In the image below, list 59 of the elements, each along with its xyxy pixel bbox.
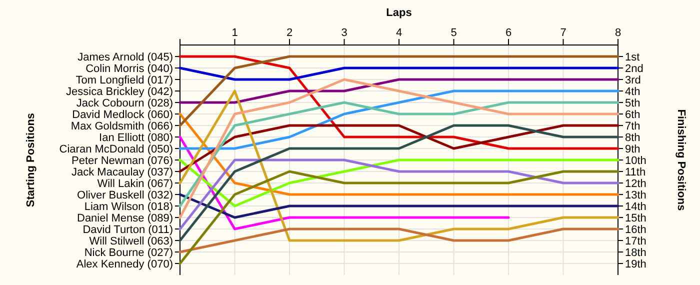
text: Oliver Buskell (032) xyxy=(77,189,173,202)
text: Will Lakin (067) xyxy=(97,178,173,190)
x-tick-label: 6 xyxy=(505,27,512,39)
text: Ian Elliott (080) xyxy=(99,132,173,144)
y-tick-label: 10th xyxy=(625,154,646,167)
line-series xyxy=(178,158,620,230)
y-tick-label: 7th xyxy=(625,120,640,132)
x-tick-label: 5 xyxy=(450,27,457,39)
x-tick-label: 8 xyxy=(614,27,622,39)
text: Colin Morris (040) xyxy=(86,62,173,75)
y-tick-label: 1st xyxy=(625,51,640,64)
text: Max Goldsmith (066) xyxy=(70,120,173,132)
text: Nick Bourne (027) xyxy=(84,246,173,259)
y-tick-label: 6th xyxy=(625,108,640,121)
text: Jack Cobourn (028) xyxy=(76,97,173,110)
line-series xyxy=(178,78,620,219)
x-axis-title: Laps xyxy=(386,7,412,19)
x-tick-label: 4 xyxy=(396,27,402,39)
text: Jack Macaulay (037) xyxy=(72,166,173,178)
line-series xyxy=(178,101,620,208)
y-tick-label: 3rd xyxy=(625,74,641,86)
line-series xyxy=(178,124,620,173)
text: Daniel Mense (089) xyxy=(77,212,173,224)
y-tick-label: 12th xyxy=(625,178,646,190)
y-tick-label: 19th xyxy=(625,258,646,270)
y-tick-label: 11th xyxy=(625,166,646,178)
y-tick-label: 2nd xyxy=(625,62,644,75)
y-tick-label: 18th xyxy=(625,246,646,259)
y-tick-label: 4th xyxy=(625,86,640,98)
x-tick-label: 3 xyxy=(341,27,348,39)
y-tick-label: 14th xyxy=(625,200,646,213)
x-tick-label: 7 xyxy=(560,27,566,39)
y-tick-label: 17th xyxy=(625,235,646,248)
text: Will Stilwell (063) xyxy=(89,235,173,248)
x-tick-label: 2 xyxy=(286,27,293,39)
text: David Turton (011) xyxy=(82,224,173,236)
y-tick-label: 5th xyxy=(625,97,640,110)
text: David Medlock (060) xyxy=(72,108,173,121)
text: James Arnold (045) xyxy=(78,51,173,64)
y-tick-label: 9th xyxy=(625,143,640,156)
text: Liam Wilson (018) xyxy=(84,200,173,213)
line-series xyxy=(178,90,620,242)
line-series xyxy=(178,55,620,150)
text: Jessica Brickley (042) xyxy=(66,86,173,98)
text: Alex Kennedy (070) xyxy=(76,258,173,270)
line-series xyxy=(178,90,620,150)
line-series xyxy=(178,124,620,242)
text: Tom Longfield (017) xyxy=(76,74,173,86)
x-tick-label: 1 xyxy=(232,27,238,39)
y-tick-label: 15th xyxy=(625,212,646,224)
line-series xyxy=(178,170,620,265)
y-tick-label: 13th xyxy=(625,189,646,202)
y-axis-title: Finishing Positions xyxy=(675,109,687,211)
line-series xyxy=(178,158,620,208)
text: Ciaran McDonald (050) xyxy=(59,143,173,156)
y-tick-label: 16th xyxy=(625,224,646,236)
text: Peter Newman (076) xyxy=(72,154,173,167)
text: Starting Positions xyxy=(25,112,37,208)
y-tick-label: 8th xyxy=(625,132,640,144)
